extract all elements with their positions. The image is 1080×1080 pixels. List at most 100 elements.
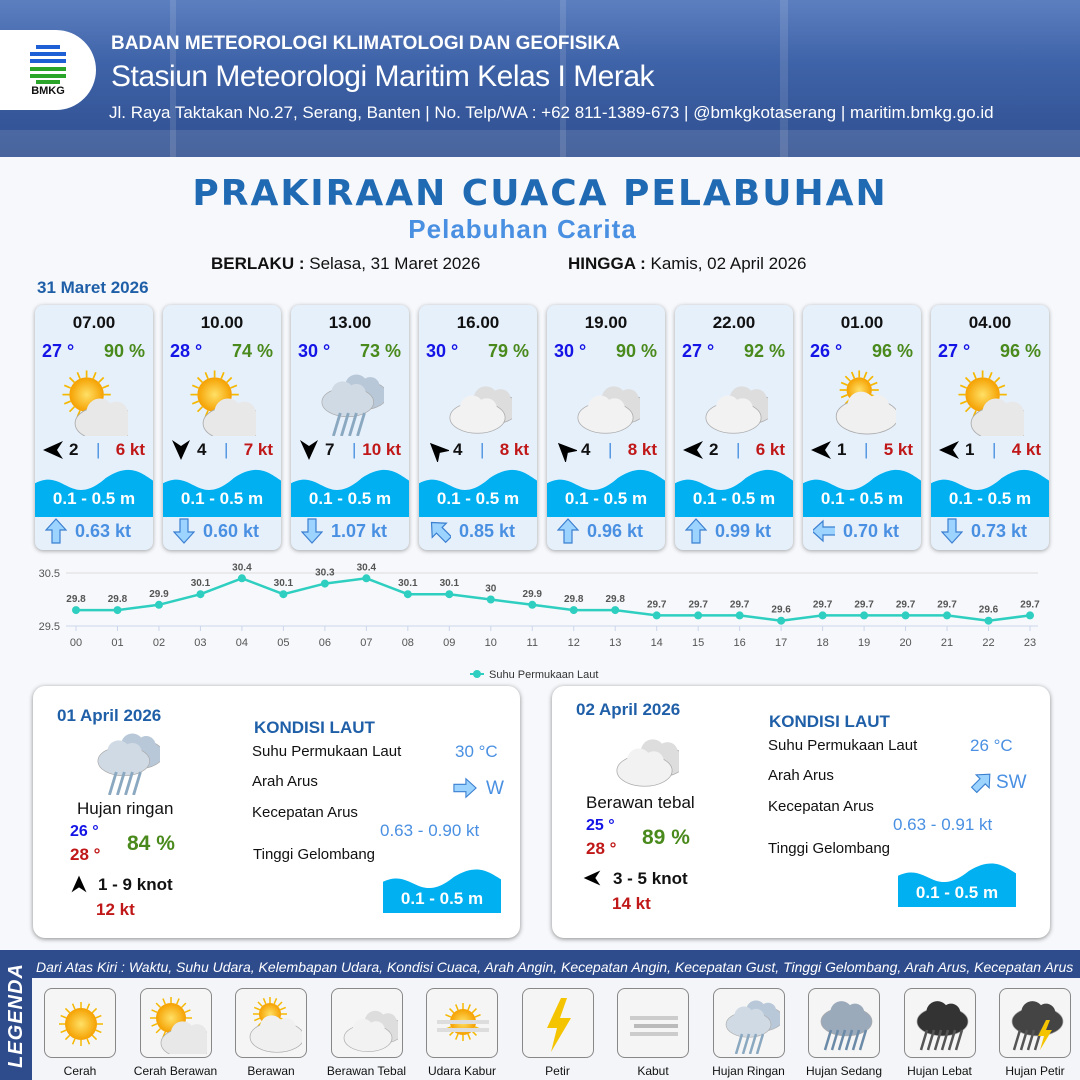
x-tick-label: 21 (941, 637, 953, 649)
temp-min: 26 ° (70, 823, 99, 840)
data-label: 29.8 (564, 594, 584, 605)
hujan-sedang-icon (808, 988, 880, 1058)
sst-value: 26 °C (970, 736, 1013, 755)
forecast-time: 22.00 (712, 313, 756, 332)
humidity: 73 % (359, 341, 401, 361)
wave-height-value: 0.1 - 0.5 m (915, 883, 999, 902)
data-point (818, 611, 827, 620)
wind-direction-icon (425, 438, 451, 464)
current-speed-value: 0.63 - 0.90 kt (380, 821, 480, 840)
x-tick-label: 01 (111, 637, 123, 649)
gust-speed: 10 kt (362, 440, 401, 459)
cerah-berawan-icon (139, 988, 212, 1058)
divider: | (352, 440, 357, 459)
valid-from-value: Selasa, 31 Maret 2026 (309, 254, 481, 273)
legend-item: Cerah (44, 988, 116, 1078)
wave-height: 0.1 - 0.5 m (436, 489, 520, 508)
temp-max: 28 ° (586, 839, 617, 858)
divider: | (864, 440, 869, 459)
current-speed: 0.96 kt (587, 521, 644, 541)
daily-date: 01 April 2026 (57, 706, 162, 725)
air-temperature: 30 ° (298, 341, 331, 361)
wave-height-value: 0.1 - 0.5 m (400, 889, 484, 908)
data-label: 29.7 (647, 599, 667, 610)
data-label: 29.6 (979, 605, 999, 616)
data-point (901, 611, 910, 620)
wave-icon (675, 465, 793, 517)
humidity: 92 % (743, 341, 785, 361)
x-tick-label: 03 (194, 637, 206, 649)
data-label: 30.1 (274, 578, 294, 589)
divider: | (480, 440, 485, 459)
port-name: Pelabuhan Carita (408, 214, 637, 244)
gust-speed: 8 kt (499, 440, 529, 459)
berawan-tebal-weather-icon (571, 367, 652, 443)
wave-icon (163, 465, 281, 517)
x-tick-label: 23 (1024, 637, 1036, 649)
divider: | (224, 440, 229, 459)
forecast-card: 13.00 30 ° 73 % 7 | 10 kt 0.1 - 0.5 m 1.… (291, 305, 409, 550)
daily-forecast-panel: 01 April 2026 Hujan ringan 26 ° 28 ° 84 … (33, 686, 520, 938)
sst-value: 30 °C (455, 742, 498, 761)
data-label: 29.7 (730, 599, 750, 610)
forecast-time: 16.00 (456, 313, 500, 332)
wave-height-label: Tinggi Gelombang (768, 840, 891, 857)
current-speed: 0.63 kt (75, 521, 132, 541)
sst-label: Suhu Permukaan Laut (252, 743, 402, 760)
wind-direction-icon (553, 438, 579, 464)
contact-info: Jl. Raya Taktakan No.27, Serang, Banten … (109, 103, 994, 122)
data-point (652, 611, 661, 620)
hujan-petir-icon (999, 988, 1071, 1058)
legend-item: Udara Kabur (426, 988, 498, 1078)
wave-icon (931, 465, 1049, 517)
gust-speed: 6 kt (115, 440, 145, 459)
wave-icon (35, 465, 153, 517)
condition-label: Hujan ringan (77, 799, 174, 818)
data-label: 30.1 (440, 578, 460, 589)
data-label: 29.9 (523, 589, 543, 600)
air-temperature: 30 ° (554, 341, 587, 361)
forecast-time: 01.00 (840, 313, 884, 332)
x-tick-label: 22 (982, 637, 994, 649)
current-speed: 0.73 kt (971, 521, 1028, 541)
x-tick-label: 16 (734, 637, 746, 649)
data-point (569, 606, 578, 615)
page-title: PRAKIRAAN CUACA PELABUHAN (192, 173, 888, 214)
data-point (735, 611, 744, 620)
data-point (943, 611, 952, 620)
berawan-icon (235, 988, 307, 1058)
valid-from: BERLAKU : Selasa, 31 Maret 2026 (211, 254, 480, 274)
legend-item: Berawan Tebal (327, 988, 406, 1078)
legend-item: Hujan Lebat (903, 988, 976, 1078)
air-temperature: 30 ° (426, 341, 459, 361)
current-speed: 0.70 kt (843, 521, 900, 541)
humidity: 89 % (642, 826, 690, 849)
wave-height: 0.1 - 0.5 m (52, 489, 136, 508)
series-line (76, 576, 1031, 622)
humidity: 96 % (871, 341, 913, 361)
temp-max: 28 ° (70, 845, 101, 864)
divider: | (96, 440, 101, 459)
data-point (320, 579, 329, 588)
gust-speed: 4 kt (1011, 440, 1041, 459)
sea-condition-title: KONDISI LAUT (769, 712, 890, 731)
valid-to-value: Kamis, 02 April 2026 (650, 254, 807, 273)
forecast-card: 07.00 27 ° 90 % 2 | 6 kt 0.1 - 0.5 m 0.6… (35, 305, 153, 550)
data-label: 30.1 (398, 578, 418, 589)
wind-speed: 4 (581, 440, 591, 459)
valid-to: HINGGA : Kamis, 02 April 2026 (568, 254, 806, 274)
data-point (984, 616, 993, 625)
daily-forecast-panel: 02 April 2026 Berawan tebal 25 ° 28 ° 89… (552, 686, 1050, 938)
current-speed: 1.07 kt (331, 521, 388, 541)
wave-icon (803, 465, 921, 517)
current-direction-icon (940, 518, 964, 544)
forecast-time: 10.00 (200, 313, 244, 332)
data-point (486, 595, 495, 604)
berawan-tebal-weather-icon (610, 720, 687, 795)
forecast-card: 19.00 30 ° 90 % 4 | 8 kt 0.1 - 0.5 m 0.9… (547, 305, 665, 550)
sst-label: Suhu Permukaan Laut (768, 737, 918, 754)
forecast-card: 22.00 27 ° 92 % 2 | 6 kt 0.1 - 0.5 m 0.9… (675, 305, 793, 550)
x-tick-label: 00 (70, 637, 82, 649)
forecast-time: 04.00 (968, 313, 1012, 332)
x-tick-label: 02 (153, 637, 165, 649)
